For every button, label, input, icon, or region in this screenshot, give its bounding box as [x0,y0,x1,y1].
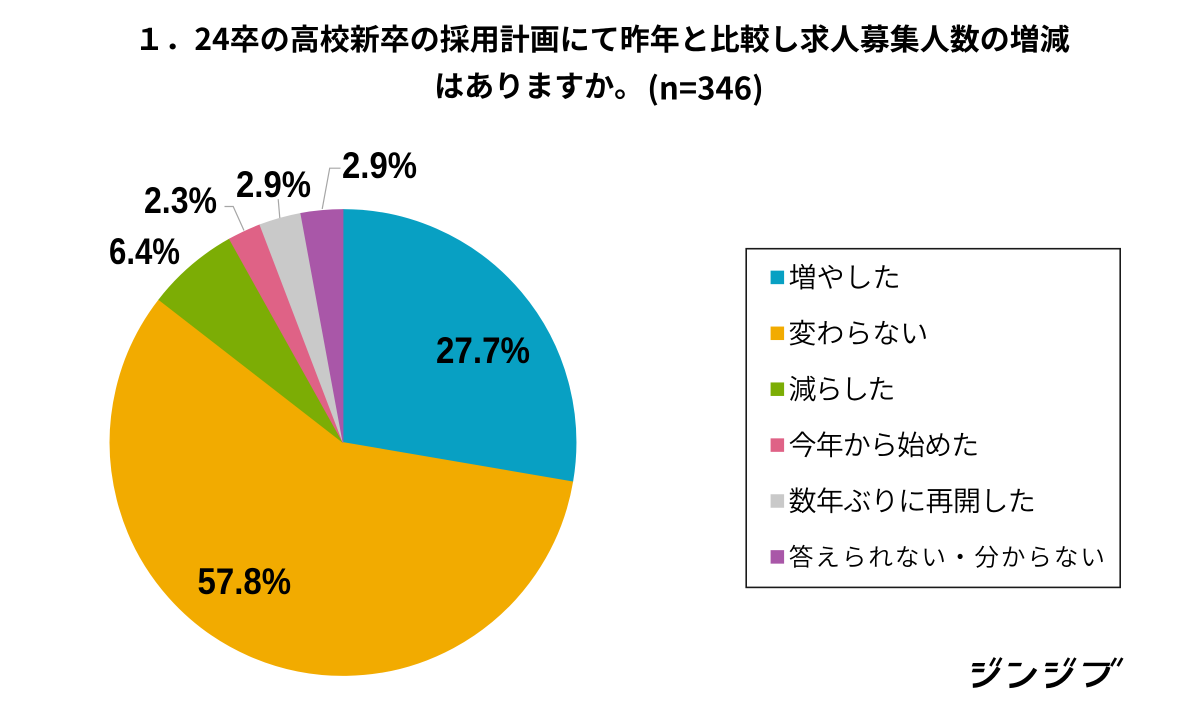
svg-text:2.9%: 2.9% [236,163,311,205]
svg-text:2.9%: 2.9% [342,144,417,186]
svg-text:27.7%: 27.7% [436,329,530,371]
svg-text:2.3%: 2.3% [144,179,217,221]
svg-text:6.4%: 6.4% [109,230,180,272]
svg-text:57.8%: 57.8% [198,560,292,602]
